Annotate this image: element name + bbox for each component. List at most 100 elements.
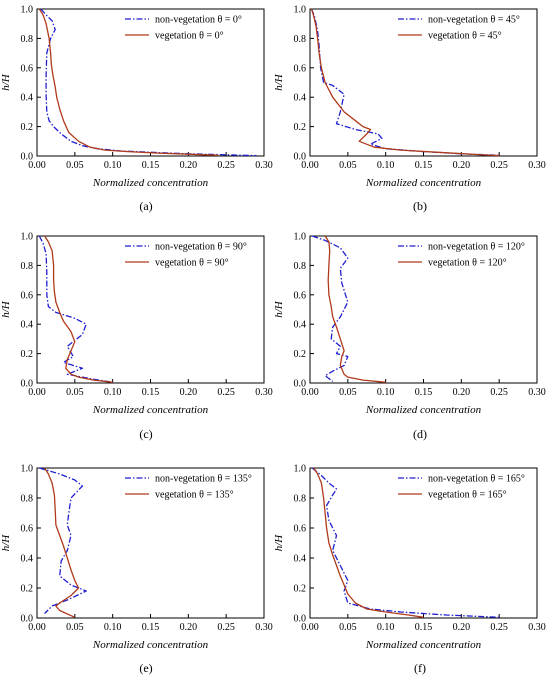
x-tick-label: 0.15 [142, 387, 160, 398]
x-tick-label: 0.00 [301, 622, 319, 633]
series-line [324, 235, 386, 383]
y-tick-label: 1.0 [21, 232, 34, 243]
x-tick-label: 0.10 [377, 387, 395, 398]
x-tick-label: 0.15 [142, 160, 160, 171]
x-tick-label: 0.25 [490, 387, 508, 398]
x-tick-label: 0.25 [490, 160, 508, 171]
y-tick-label: 0.4 [294, 320, 307, 331]
x-tick-label: 0.30 [528, 387, 546, 398]
panel-label: (b) [413, 199, 427, 213]
x-axis-label: Normalized concentration [365, 639, 482, 651]
legend-label: vegetation θ = 0° [155, 31, 224, 42]
x-tick-label: 0.20 [453, 160, 471, 171]
x-tick-label: 0.20 [180, 622, 198, 633]
y-tick-label: 0.6 [21, 524, 34, 535]
legend-label: vegetation θ = 45° [428, 31, 502, 42]
y-tick-label: 0.8 [21, 261, 34, 272]
y-tick-label: 0.2 [21, 349, 34, 360]
y-tick-label: 1.0 [294, 5, 307, 16]
legend-label: vegetation θ = 135° [155, 490, 234, 501]
x-tick-label: 0.10 [104, 622, 122, 633]
series-line [313, 467, 424, 618]
panel-label: (e) [139, 661, 152, 675]
x-tick-label: 0.15 [142, 622, 160, 633]
x-tick-label: 0.25 [217, 387, 235, 398]
y-axis-label: h/H [0, 534, 12, 552]
x-tick-label: 0.30 [255, 387, 273, 398]
y-tick-label: 0.0 [294, 152, 307, 163]
y-tick-label: 0.2 [294, 349, 307, 360]
x-tick-label: 0.20 [453, 387, 471, 398]
x-tick-label: 0.20 [180, 387, 198, 398]
y-tick-label: 0.0 [294, 614, 307, 625]
x-tick-label: 0.05 [339, 387, 357, 398]
y-axis-label: h/H [0, 73, 12, 91]
y-axis-label: h/H [273, 73, 285, 91]
legend-label: non-vegetation θ = 135° [155, 474, 252, 485]
y-tick-label: 0.4 [21, 320, 34, 331]
y-tick-label: 0.4 [294, 93, 307, 104]
x-tick-label: 0.25 [217, 160, 235, 171]
y-tick-label: 0.0 [21, 379, 34, 390]
x-axis-label: Normalized concentration [365, 404, 482, 416]
x-tick-label: 0.30 [528, 160, 546, 171]
legend-label: non-vegetation θ = 90° [155, 242, 247, 253]
y-tick-label: 0.4 [21, 554, 34, 565]
chart-panel: 0.00 0.05 0.10 0.15 0.20 0.25 0.30 0.0 0.2 0.4 0.6… [273, 232, 546, 442]
y-tick-label: 0.2 [294, 584, 307, 595]
x-axis-label: Normalized concentration [365, 177, 482, 189]
x-tick-label: 0.05 [339, 160, 357, 171]
x-tick-label: 0.30 [528, 622, 546, 633]
x-tick-label: 0.15 [415, 387, 433, 398]
y-tick-label: 0.8 [21, 34, 34, 45]
y-tick-label: 0.8 [294, 261, 307, 272]
x-tick-label: 0.30 [255, 160, 273, 171]
legend-label: non-vegetation θ = 45° [428, 15, 520, 26]
chart-panel: 0.00 0.05 0.10 0.15 0.20 0.25 0.30 0.0 0.2 0.4 0.6… [273, 5, 546, 214]
plot-frame [36, 235, 265, 384]
y-tick-label: 0.6 [294, 524, 307, 535]
y-tick-label: 0.8 [294, 34, 307, 45]
panel-label: (f) [414, 661, 426, 675]
x-tick-label: 0.00 [301, 387, 319, 398]
chart-panel: 0.00 0.05 0.10 0.15 0.20 0.25 0.30 0.0 0.2 0.4 0.6… [0, 232, 273, 442]
series-line [39, 467, 87, 614]
y-axis-label: h/H [0, 300, 12, 318]
y-tick-label: 0.6 [21, 63, 34, 74]
series-line [44, 235, 113, 383]
y-tick-label: 0.4 [21, 93, 34, 104]
y-tick-label: 1.0 [21, 5, 34, 16]
series-line [310, 8, 500, 157]
y-tick-label: 0.6 [21, 290, 34, 301]
chart-panel: 0.00 0.05 0.10 0.15 0.20 0.25 0.30 0.0 0.2 0.4 0.6… [0, 5, 273, 214]
x-tick-label: 0.25 [217, 622, 235, 633]
y-tick-label: 0.6 [294, 63, 307, 74]
y-axis-label: h/H [273, 300, 285, 318]
legend-label: non-vegetation θ = 165° [428, 474, 525, 485]
x-axis-label: Normalized concentration [92, 177, 209, 189]
y-tick-label: 1.0 [21, 464, 34, 475]
x-tick-label: 0.20 [453, 622, 471, 633]
x-tick-label: 0.15 [415, 622, 433, 633]
x-tick-label: 0.10 [377, 622, 395, 633]
panel-label: (c) [139, 427, 152, 441]
legend-label: vegetation θ = 165° [428, 490, 507, 501]
x-tick-label: 0.00 [28, 160, 46, 171]
y-tick-label: 0.0 [21, 152, 34, 163]
y-axis-label: h/H [273, 534, 285, 552]
x-tick-label: 0.15 [415, 160, 433, 171]
y-tick-label: 0.8 [21, 494, 34, 505]
chart-panel: 0.00 0.05 0.10 0.15 0.20 0.25 0.30 0.0 0.2 0.4 0.6… [0, 464, 273, 676]
x-tick-label: 0.30 [255, 622, 273, 633]
y-tick-label: 1.0 [294, 232, 307, 243]
x-tick-label: 0.25 [490, 622, 508, 633]
x-tick-label: 0.05 [339, 622, 357, 633]
y-tick-label: 0.8 [294, 494, 307, 505]
y-tick-label: 0.2 [294, 122, 307, 133]
series-line [44, 467, 80, 618]
legend-label: vegetation θ = 90° [155, 258, 229, 269]
x-tick-label: 0.05 [66, 622, 84, 633]
y-tick-label: 0.0 [294, 379, 307, 390]
panel-label: (a) [139, 199, 152, 213]
